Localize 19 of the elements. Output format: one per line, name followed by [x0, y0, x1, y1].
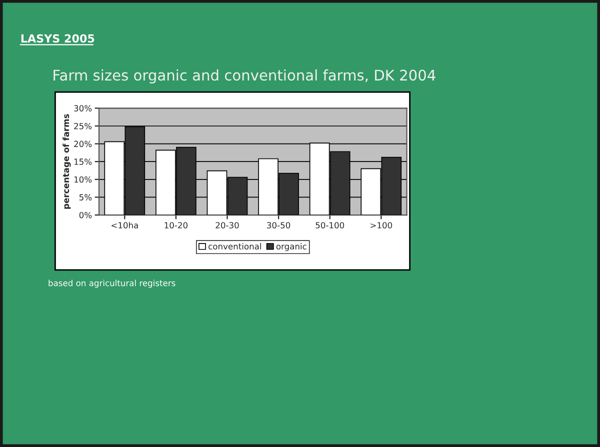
x-tick-label: 30-50: [267, 222, 290, 228]
y-tick-label: 5%: [79, 194, 92, 200]
legend-label: organic: [276, 243, 306, 252]
chart-title: Farm sizes organic and conventional farms, DK 2004: [54, 69, 436, 84]
y-tick-label: 20%: [74, 140, 92, 148]
x-tick-label: 10-20: [164, 222, 188, 228]
y-axis-title: percentage of farms: [62, 114, 71, 209]
y-tick-label: 25%: [74, 122, 92, 130]
text: based on agricultural registers: [48, 280, 176, 288]
y-tick-label: 15%: [74, 158, 92, 165]
y-tick-label: 10%: [74, 176, 92, 183]
y-tick-label: 30%: [74, 105, 92, 112]
legend-label: conventional: [208, 243, 261, 250]
x-tick-label: 50-100: [316, 222, 344, 228]
y-tick-label: 0%: [79, 212, 92, 218]
chart-subtitle: LASYS 2005: [21, 34, 94, 43]
x-tick-label: >100: [370, 222, 392, 228]
x-tick-label: <10ha: [112, 222, 138, 228]
x-tick-label: 20-30: [216, 222, 239, 228]
